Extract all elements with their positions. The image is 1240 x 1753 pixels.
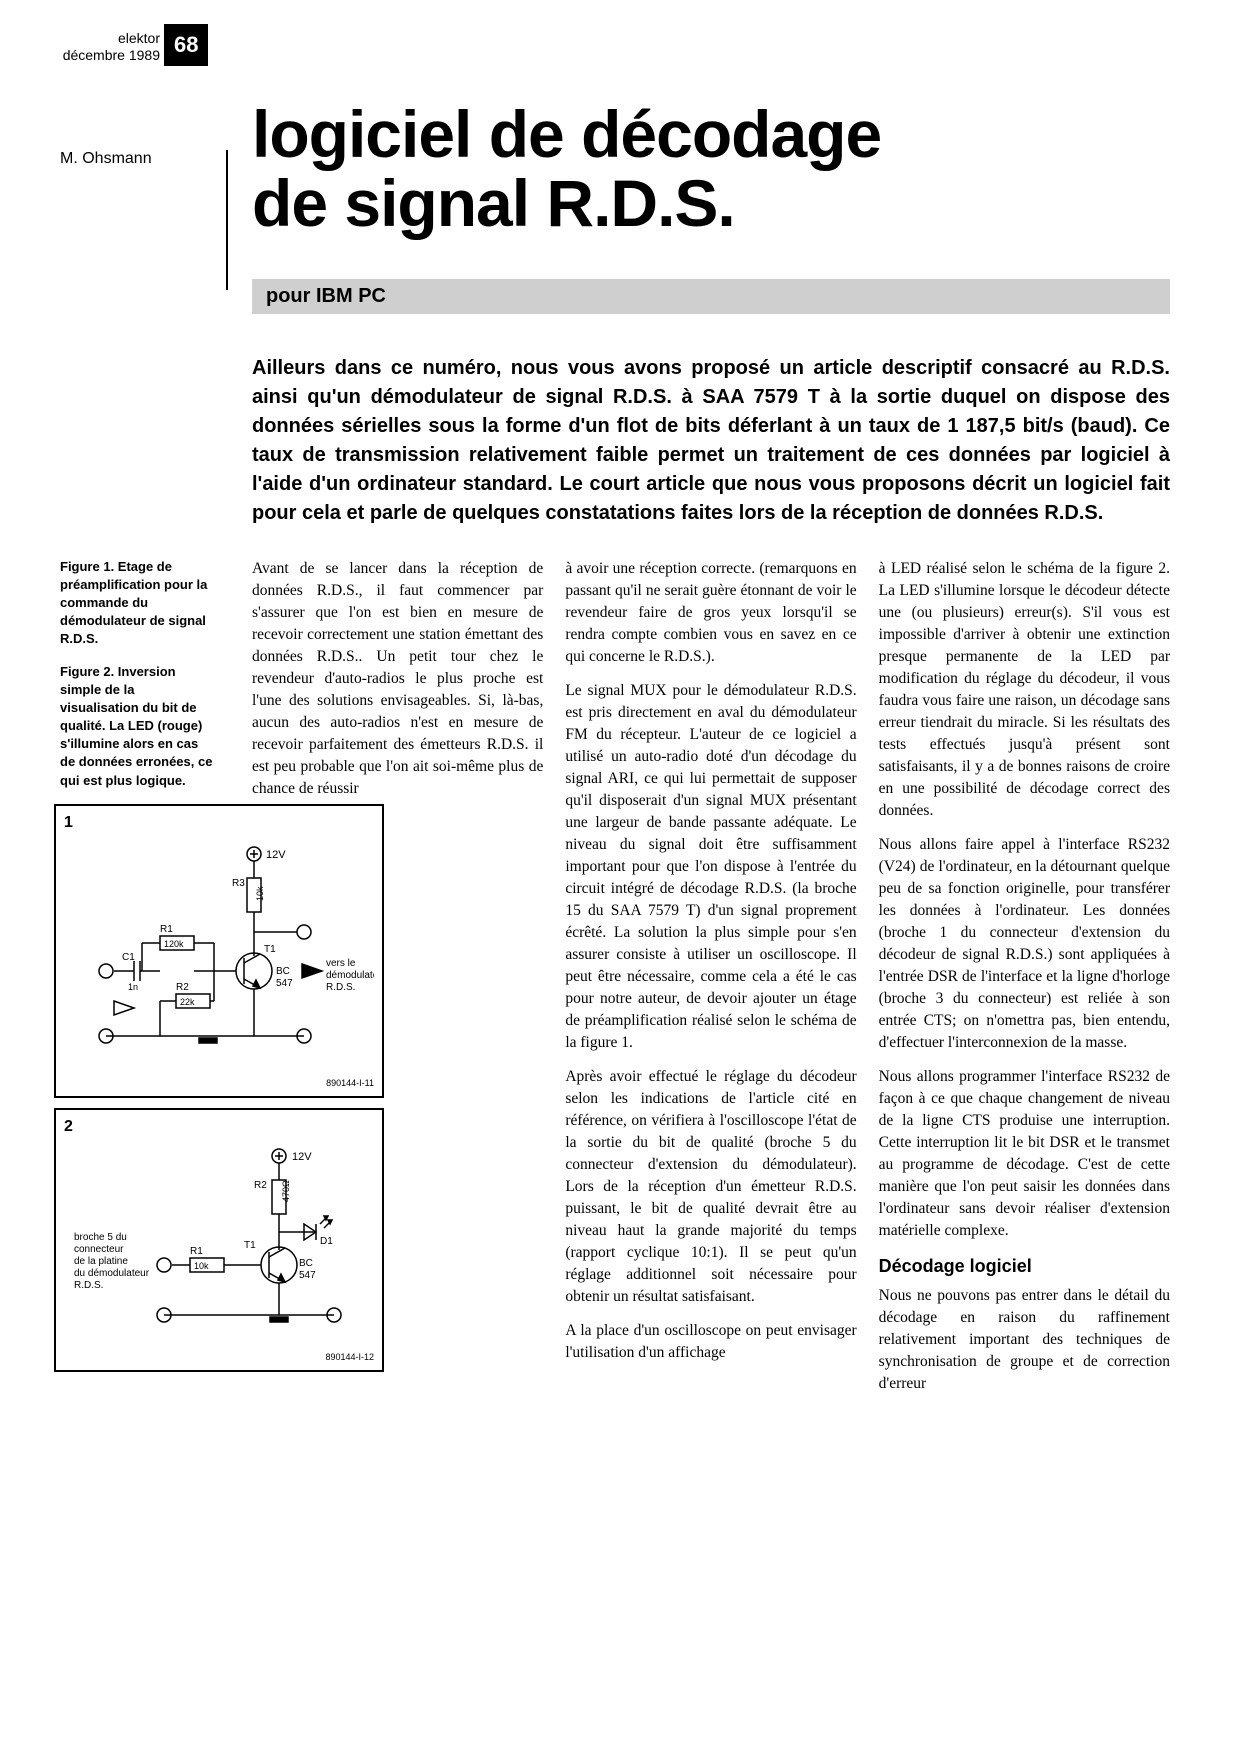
svg-text:du démodulateur: du démodulateur (74, 1268, 150, 1279)
lead-paragraph: Ailleurs dans ce numéro, nous vous avons… (252, 354, 1170, 528)
col3-p2: Nous allons faire appel à l'interface RS… (879, 834, 1170, 1054)
figure-1-caption: Figure 1. Etage de préamplification pour… (60, 558, 214, 649)
col3-p1: à LED réalisé selon le schéma de la figu… (879, 558, 1170, 822)
svg-text:22k: 22k (180, 997, 195, 1007)
svg-text:10k: 10k (194, 1261, 209, 1271)
article-title: logiciel de décodage de signal R.D.S. (252, 100, 1170, 239)
svg-text:C1: C1 (122, 952, 135, 963)
col2-p1: à avoir une réception correcte. (remarqu… (565, 558, 856, 668)
svg-text:R2: R2 (176, 982, 189, 993)
magazine-info: elektor décembre 1989 (60, 30, 160, 64)
title-line-1: logiciel de décodage (252, 97, 881, 171)
svg-text:R.D.S.: R.D.S. (74, 1280, 103, 1291)
col2-p4: A la place d'un oscilloscope on peut env… (565, 1320, 856, 1364)
svg-text:1n: 1n (128, 982, 138, 992)
page-header: elektor décembre 1989 68 (60, 30, 1170, 90)
svg-text:120k: 120k (164, 939, 184, 949)
page-number-badge: 68 (164, 24, 208, 66)
figure-2-caption: Figure 2. Inversion simple de la visuali… (60, 663, 214, 790)
svg-text:R1: R1 (190, 1246, 203, 1257)
subtitle-banner: pour IBM PC (252, 279, 1170, 314)
col2-p3: Après avoir effectué le réglage du décod… (565, 1066, 856, 1308)
svg-text:R1: R1 (160, 924, 173, 935)
body-column-1: Avant de se lancer dans la réception de … (252, 558, 543, 1408)
col2-p2: Le signal MUX pour le démodulateur R.D.S… (565, 680, 856, 1054)
magazine-name: elektor (60, 30, 160, 47)
author-name: M. Ohsmann (60, 150, 226, 168)
body-column-2: à avoir une réception correcte. (remarqu… (565, 558, 856, 1408)
col1-p1: Avant de se lancer dans la réception de … (252, 558, 543, 800)
col3-p3: Nous allons programmer l'interface RS232… (879, 1066, 1170, 1242)
issue-date: décembre 1989 (60, 47, 160, 64)
svg-text:de la platine: de la platine (74, 1256, 128, 1267)
body-column-3: à LED réalisé selon le schéma de la figu… (879, 558, 1170, 1408)
col3-p4: Nous ne pouvons pas entrer dans le détai… (879, 1285, 1170, 1395)
svg-text:connecteur: connecteur (74, 1244, 124, 1255)
section-heading: Décodage logiciel (879, 1254, 1170, 1280)
title-line-2: de signal R.D.S. (252, 166, 735, 240)
svg-text:broche 5 du: broche 5 du (74, 1232, 127, 1243)
